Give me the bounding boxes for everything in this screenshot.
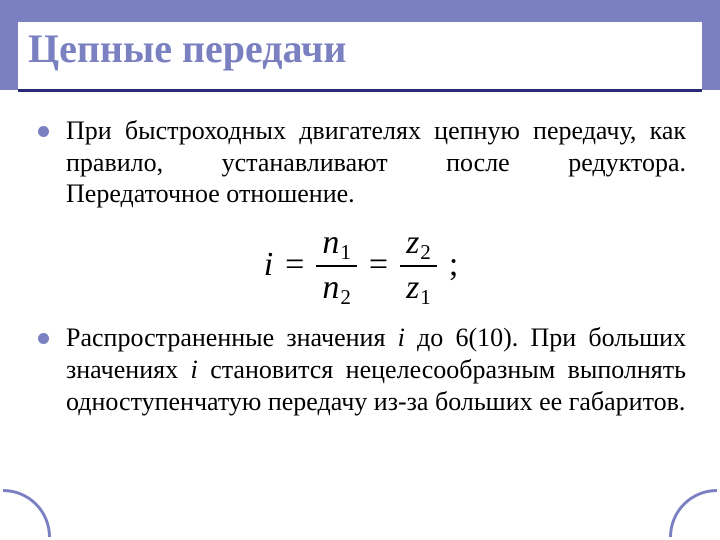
f2-den-sub: 1 [419,285,431,309]
slide: Цепные передачи При быстроходных двигате… [0,0,720,540]
bullet-2: Распространенные значения i до 6(10). Пр… [38,322,686,417]
title-box: Цепные передачи [18,22,702,92]
bullet-1: При быстроходных двигателях цепную перед… [38,115,686,210]
b2-p1: Распространенные значения [66,323,398,352]
corner-arc-br [669,489,720,540]
f2-num-sub: 2 [419,240,431,264]
equals-icon: = [367,246,390,284]
f1-den-var: n [322,269,339,306]
fraction-1: n1 n2 [316,226,357,308]
b2-i1: i [398,323,405,352]
formula: i = n1 n2 = z2 z1 ; [38,224,686,306]
semicolon: ; [447,246,460,284]
b2-i2: i [191,355,198,384]
formula-lhs: i [264,246,273,284]
f1-den-sub: 2 [339,285,351,309]
f1-num-var: n [322,224,339,261]
fraction-2: z2 z1 [400,226,437,308]
f1-num-sub: 1 [339,240,351,264]
content-area: При быстроходных двигателях цепную перед… [38,115,686,431]
f2-den-var: z [406,269,419,306]
slide-title: Цепные передачи [28,28,692,70]
f2-num-var: z [406,224,419,261]
corner-arc-bl [0,489,51,540]
equals-icon: = [283,246,306,284]
